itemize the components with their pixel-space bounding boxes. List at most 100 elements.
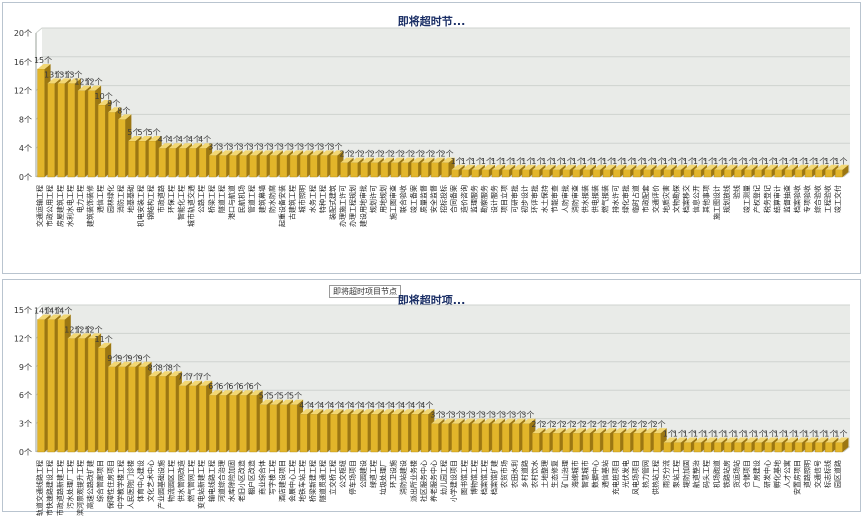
data-label: 4个 (400, 401, 413, 410)
bar-top (67, 78, 81, 84)
x-tick-label: 智能化工程 (176, 185, 185, 220)
data-label: 3个 (501, 411, 514, 420)
bar-front (724, 442, 732, 453)
bar-front (582, 432, 591, 453)
x-tick-label: 市政公用工程 (45, 185, 54, 227)
x-tick-label: 立交桥工程 (328, 460, 337, 495)
data-label: 2个 (340, 150, 353, 159)
bar-front (128, 366, 136, 453)
data-label: 1个 (451, 157, 464, 166)
bar-top (158, 143, 172, 149)
bar-top (431, 418, 445, 424)
x-tick-label: 燃气报装 (601, 185, 610, 213)
bar-front (835, 169, 843, 178)
bar-front (501, 169, 510, 178)
bar-top (522, 418, 536, 424)
bar-front (542, 169, 550, 178)
bar-front (108, 111, 116, 178)
data-label: 3个 (481, 411, 494, 420)
x-tick-label: 钢结构工程 (146, 185, 155, 220)
x-tick-label: 农村饮水 (530, 460, 539, 488)
bar-front (784, 169, 793, 178)
bar-top (623, 164, 637, 170)
bar-top (532, 428, 546, 434)
data-label: 1个 (562, 157, 575, 166)
bar-front (663, 169, 671, 178)
bar-front (774, 169, 783, 178)
bar-top (764, 164, 778, 170)
bar-front (310, 155, 318, 178)
x-tick-label: 厂房建设 (752, 460, 761, 488)
bar-front (461, 169, 469, 178)
bar-top (481, 164, 495, 170)
bar-front (744, 442, 752, 453)
x-tick-label: 停车场项目 (348, 460, 357, 495)
bar-front (118, 366, 126, 453)
bar-front (613, 432, 621, 453)
data-label: 5个 (127, 128, 140, 137)
x-tick-label: 产权登记 (752, 185, 761, 213)
bar-top (431, 157, 445, 163)
x-tick-label: 消防工程 (116, 185, 125, 213)
x-tick-label: 隧道工程 (217, 185, 226, 213)
bar-front (340, 162, 348, 178)
data-label: 4个 (390, 401, 403, 410)
bar-top (734, 164, 748, 170)
bar-front (259, 155, 267, 178)
x-tick-label: 税务登记 (762, 185, 771, 213)
x-tick-label: 污水处理厂工程 (65, 460, 74, 509)
bar-front (724, 169, 732, 178)
bar-top (300, 409, 314, 415)
x-tick-label: 变电站新建工程 (197, 460, 206, 509)
data-label: 4个 (410, 401, 423, 410)
bar-top (340, 409, 354, 415)
bar-front (400, 162, 409, 178)
bar-front (754, 442, 762, 453)
bar-top (643, 164, 657, 170)
bar-front (198, 147, 207, 178)
data-label: 10个 (95, 92, 113, 101)
x-tick-label: 验线 (732, 185, 741, 199)
bar-front (37, 68, 45, 178)
bar-front (239, 394, 247, 453)
bar-front (451, 169, 459, 178)
bar-top (98, 100, 112, 105)
bar-top (67, 333, 81, 339)
x-tick-label: 办理工程规划 (348, 185, 357, 227)
data-label: 3个 (521, 411, 534, 420)
x-tick-label: 港口与航道 (227, 185, 236, 220)
bar-front (693, 442, 702, 453)
bar-top (512, 418, 526, 424)
data-label: 8个 (168, 363, 181, 372)
y-tick-label: 15个 (14, 306, 32, 315)
data-label: 1个 (733, 430, 746, 439)
bar-top (825, 437, 839, 443)
y-tick-label: 6个 (19, 391, 32, 400)
data-label: 1个 (824, 157, 837, 166)
data-label: 1个 (491, 157, 504, 166)
data-label: 3个 (218, 142, 231, 151)
x-tick-label: 初步设计 (520, 185, 529, 213)
data-label: 1个 (713, 157, 726, 166)
bar-top (421, 409, 435, 415)
bar-top (815, 437, 829, 443)
bar-top (88, 85, 102, 91)
bar-top (522, 164, 536, 170)
x-tick-label: 保障性住房项目 (106, 460, 115, 509)
bar-front (47, 83, 55, 178)
data-label: 1个 (834, 157, 847, 166)
x-tick-label: 市政配套 (641, 185, 650, 213)
bar-top (118, 361, 132, 367)
x-tick-label: 建筑幕墙 (257, 185, 266, 213)
bar-top (764, 437, 778, 443)
bar-top (340, 157, 354, 163)
bar-top (391, 409, 405, 415)
bar-front (623, 432, 631, 453)
bar-front (461, 423, 469, 453)
x-tick-label: 公园建设 (358, 460, 367, 488)
x-tick-label: 图书馆工程 (459, 460, 468, 495)
x-tick-label: 地质灾害 (661, 185, 670, 213)
bar-front (168, 147, 177, 178)
data-label: 1个 (693, 430, 706, 439)
bar-top (168, 371, 182, 377)
